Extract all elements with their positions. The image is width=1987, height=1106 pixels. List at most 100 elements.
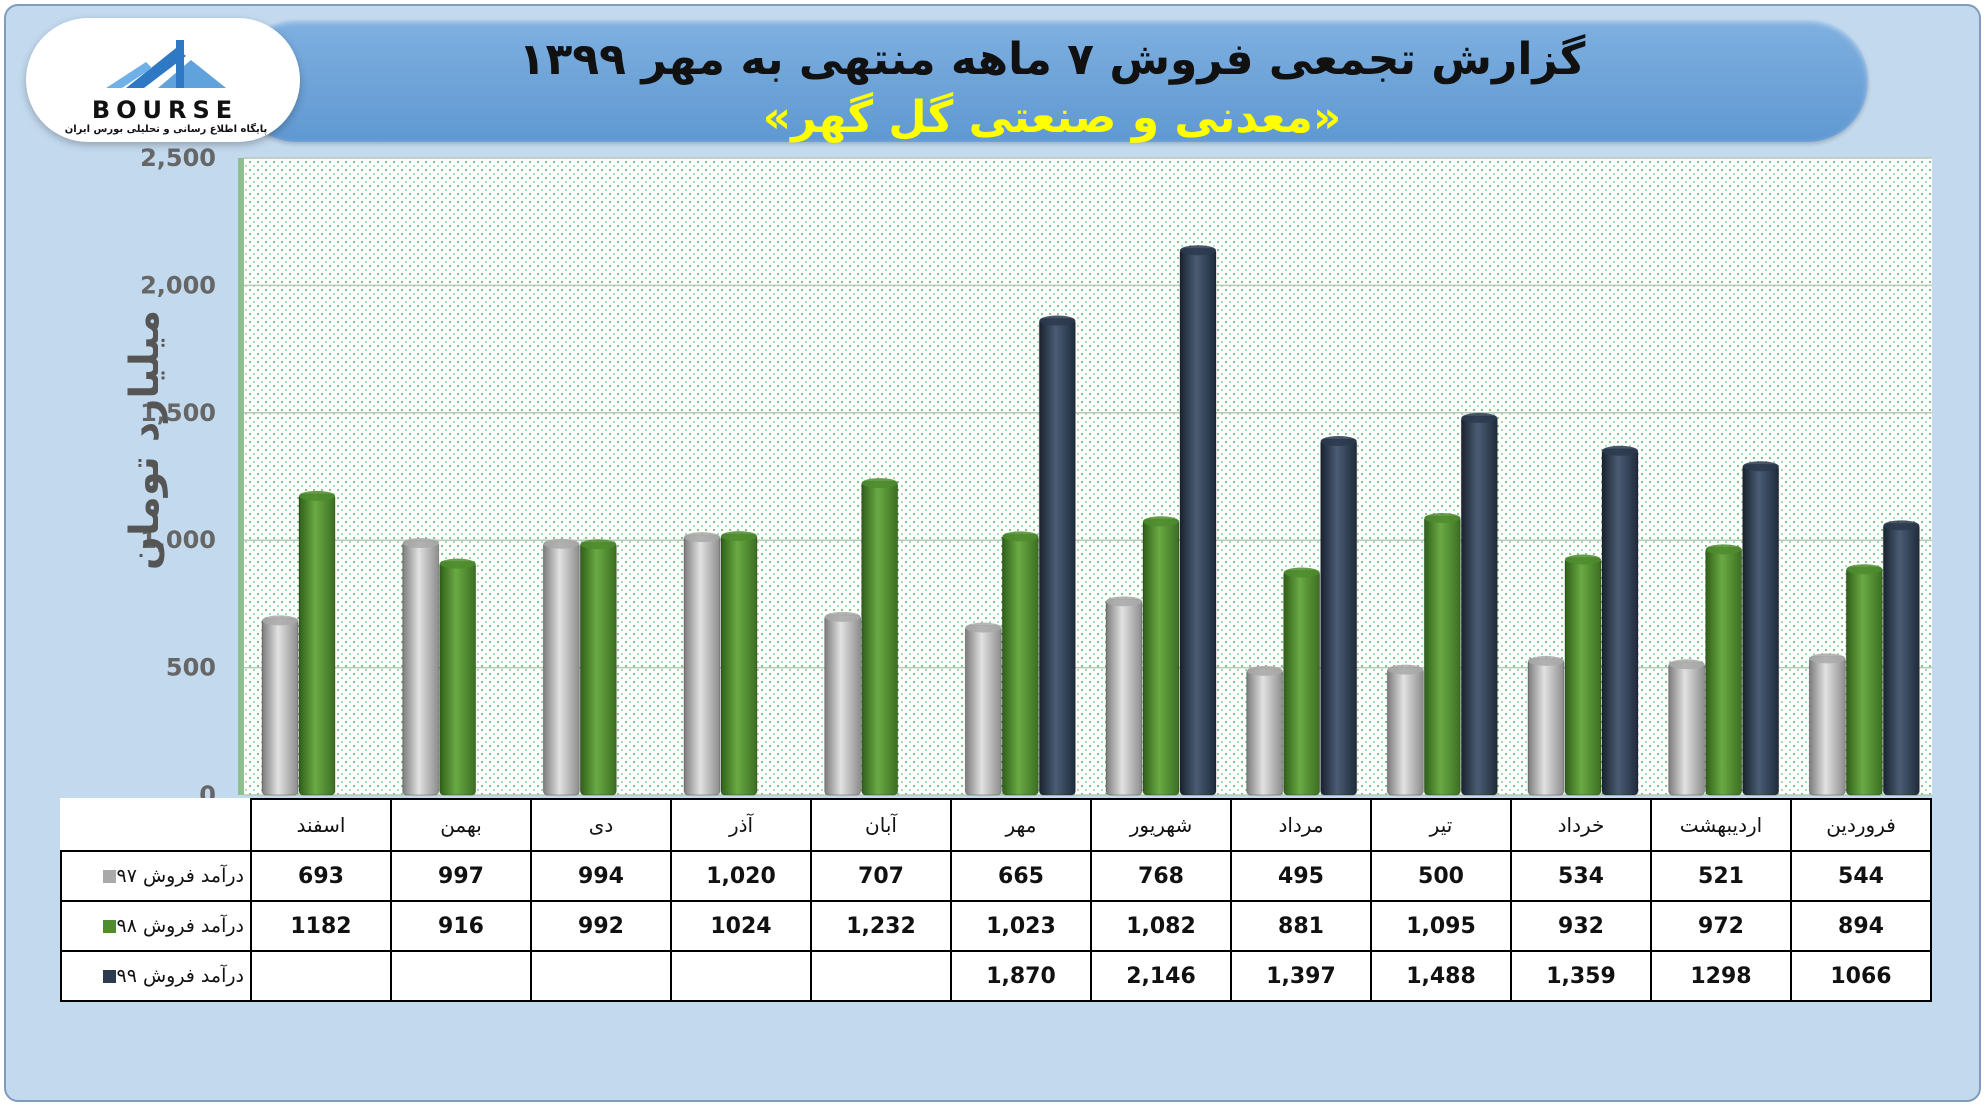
data-label: 1,870 (950, 950, 1092, 1002)
bar (579, 541, 617, 796)
table-row: درآمد فروش ۹۹ 1,870 2,146 1,397 1,488 1,359 12… (60, 950, 1932, 1002)
bar-cap (1668, 659, 1705, 670)
bar-cap (684, 532, 720, 543)
data-table: اسفند بهمن دی آذر آبان مهر شهریور مرداد تیر خرداد… (60, 798, 1932, 1002)
data-label: 1,397 (1230, 950, 1372, 1002)
bar (861, 480, 899, 796)
category-label: فروردین (1790, 798, 1932, 852)
bar (1320, 438, 1358, 796)
category-label: آبان (810, 798, 952, 852)
plot-area (244, 158, 1932, 795)
bar (1705, 546, 1743, 796)
bar-cap (1846, 564, 1883, 575)
data-label: 932 (1510, 900, 1652, 952)
bar-cap (1883, 520, 1920, 531)
legend-swatch-icon (103, 920, 117, 933)
plot-side-wall (238, 158, 244, 795)
y-tick-label: 2,000 (140, 271, 216, 299)
bar-cap (824, 611, 861, 622)
category-label: تیر (1370, 798, 1512, 852)
bar-cap (262, 615, 298, 626)
series-legend-label: درآمد فروش ۹۷ (60, 850, 252, 902)
category-label: آذر (670, 798, 812, 852)
data-label: 994 (530, 850, 672, 902)
category-label: اسفند (250, 798, 392, 852)
series-name: درآمد فروش ۹۸ (116, 915, 244, 937)
data-label: 500 (1370, 850, 1512, 902)
data-label: 534 (1510, 850, 1652, 902)
bar (1386, 667, 1424, 796)
bar-cap (1424, 512, 1461, 523)
data-label: 1,232 (810, 900, 952, 952)
bar-cap (861, 478, 898, 489)
bar-cap (439, 558, 476, 569)
bar-cap (1742, 461, 1779, 472)
bar (542, 541, 580, 796)
data-label: 1,095 (1370, 900, 1512, 952)
bar (1808, 655, 1846, 796)
bar-cap (965, 622, 1002, 633)
y-tick-label: 2,500 (140, 144, 216, 172)
bar-cap (1387, 664, 1424, 675)
category-label: خرداد (1510, 798, 1652, 852)
bar (1882, 522, 1920, 796)
series-legend-label: درآمد فروش ۹۸ (60, 900, 252, 952)
logo-mark-icon (106, 40, 226, 88)
gridlines (244, 157, 1932, 796)
bar (683, 534, 721, 796)
category-label: دی (530, 798, 672, 852)
bar-cap (1461, 412, 1498, 423)
y-tick-label: 1,500 (140, 399, 216, 427)
data-label (390, 950, 532, 1002)
category-label: شهریور (1090, 798, 1232, 852)
series-name: درآمد فروش ۹۹ (116, 965, 244, 987)
data-label: 1066 (1790, 950, 1932, 1002)
bar (1105, 598, 1143, 796)
bar-cap (1143, 516, 1179, 527)
data-label: 1,023 (950, 900, 1092, 952)
data-label: 1,488 (1370, 950, 1512, 1002)
data-label: 768 (1090, 850, 1232, 902)
bar (720, 533, 758, 796)
bar (402, 540, 440, 796)
table-corner (61, 799, 251, 851)
bar (1038, 318, 1076, 796)
bar (824, 614, 862, 796)
y-tick-label: 1,000 (140, 526, 216, 554)
bar-cap (1106, 596, 1142, 607)
bars (261, 245, 1920, 796)
data-label: 1,359 (1510, 950, 1652, 1002)
bar-cap (1565, 554, 1601, 565)
bar (1246, 668, 1284, 796)
data-label: 1,020 (670, 850, 812, 902)
bar-cap (1002, 531, 1039, 542)
bar-cap (1705, 544, 1742, 555)
bar (1423, 515, 1461, 796)
data-label: 693 (250, 850, 392, 902)
table-header-row: اسفند بهمن دی آذر آبان مهر شهریور مرداد تیر خرداد… (61, 798, 1932, 852)
category-label: مهر (950, 798, 1092, 852)
bar-cap (1039, 315, 1076, 326)
legend-swatch-icon (103, 870, 117, 883)
legend-swatch-icon (103, 970, 117, 983)
chart-title: گزارش تجمعی فروش ۷ ماهه منتهی به مهر ۱۳۹… (518, 34, 1586, 85)
table-row: درآمد فروش ۹۷ 693 997 994 1,020 707 665 768 495 5… (60, 850, 1932, 902)
data-label: 665 (950, 850, 1092, 902)
bar (1001, 533, 1039, 796)
y-tick-label: 500 (166, 654, 216, 682)
logo-tagline: پایگاه اطلاع رسانی و تحلیلی بورس ایران (64, 124, 268, 135)
bar (1601, 448, 1639, 796)
data-label (670, 950, 812, 1002)
bar (1564, 557, 1602, 796)
y-axis-label: میلیارد تومان (122, 310, 168, 570)
data-label: 1,082 (1090, 900, 1232, 952)
bar (439, 561, 477, 796)
bar-cap (721, 531, 757, 542)
bar-cap (580, 539, 617, 550)
data-label: 495 (1230, 850, 1372, 902)
table-row: درآمد فروش ۹۸ 1182 916 992 1024 1,232 1,023 1,0… (60, 900, 1932, 952)
series-legend-label: درآمد فروش ۹۹ (60, 950, 252, 1002)
data-label: 707 (810, 850, 952, 902)
logo-wordmark: BOURSE (91, 96, 239, 124)
